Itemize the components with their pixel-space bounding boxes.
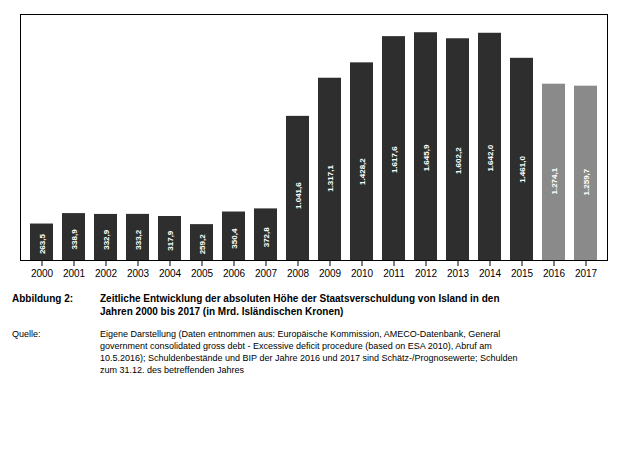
svg-text:2002: 2002 [95, 268, 118, 279]
svg-text:263,5: 263,5 [38, 234, 47, 255]
svg-text:2013: 2013 [447, 268, 470, 279]
svg-text:2006: 2006 [223, 268, 246, 279]
svg-text:2015: 2015 [511, 268, 534, 279]
svg-text:1.274,1: 1.274,1 [550, 167, 559, 194]
svg-text:1.645,9: 1.645,9 [422, 144, 431, 171]
svg-text:2005: 2005 [191, 268, 214, 279]
svg-text:1.041,6: 1.041,6 [294, 182, 303, 209]
svg-text:2010: 2010 [351, 268, 374, 279]
svg-text:1.617,6: 1.617,6 [390, 146, 399, 173]
svg-text:332,9: 332,9 [102, 229, 111, 250]
svg-text:1.602,2: 1.602,2 [454, 147, 463, 174]
svg-text:338,9: 338,9 [70, 229, 79, 250]
svg-text:2007: 2007 [255, 268, 278, 279]
svg-text:1.317,1: 1.317,1 [326, 165, 335, 192]
svg-text:2012: 2012 [415, 268, 438, 279]
svg-text:2008: 2008 [287, 268, 310, 279]
svg-text:2003: 2003 [127, 268, 150, 279]
svg-text:350,4: 350,4 [230, 228, 239, 249]
svg-text:333,2: 333,2 [134, 229, 143, 250]
html-text:Zeitliche Entwicklung der abso: Zeitliche Entwicklung der absoluten Höhe… [100, 293, 500, 317]
svg-text:1.461,0: 1.461,0 [518, 156, 527, 183]
svg-text:2009: 2009 [319, 268, 342, 279]
svg-text:2011: 2011 [383, 268, 405, 279]
html-text:Eigene Darstellung (Daten entn: Eigene Darstellung (Daten entnommen aus:… [100, 329, 518, 375]
html-text:Abbildung 2:: Abbildung 2: [12, 293, 74, 304]
svg-text:259,2: 259,2 [198, 234, 207, 255]
svg-text:317,9: 317,9 [166, 230, 175, 251]
svg-text:1.259,7: 1.259,7 [582, 168, 591, 195]
svg-text:2000: 2000 [31, 268, 54, 279]
svg-text:2017: 2017 [575, 268, 598, 279]
svg-text:2016: 2016 [543, 268, 566, 279]
svg-text:2004: 2004 [159, 268, 182, 279]
html-text:Quelle:: Quelle: [12, 329, 41, 339]
svg-text:372,8: 372,8 [262, 227, 271, 248]
svg-text:1.642,0: 1.642,0 [486, 144, 495, 171]
svg-text:2001: 2001 [63, 268, 86, 279]
svg-text:1.428,2: 1.428,2 [358, 158, 367, 185]
svg-text:2014: 2014 [479, 268, 502, 279]
